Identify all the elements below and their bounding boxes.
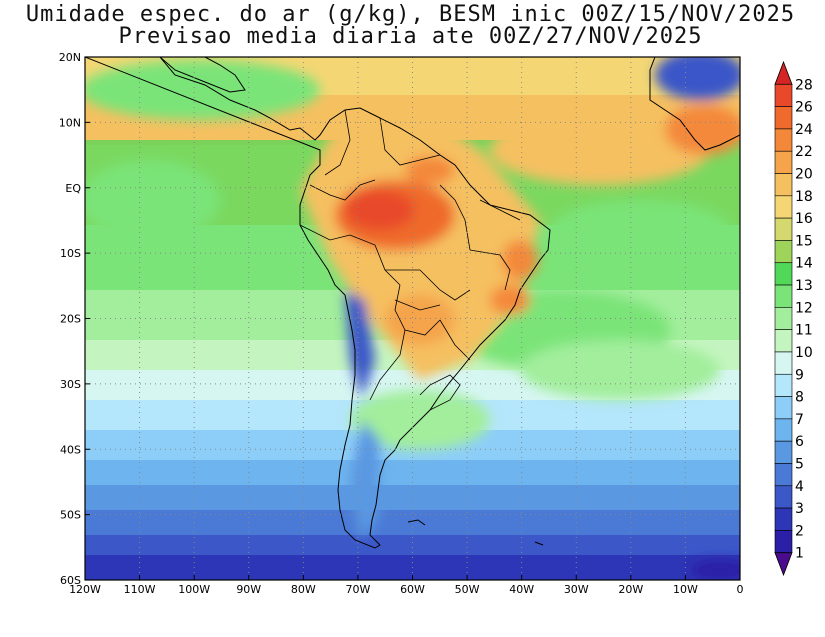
colorbar-label: 14 [795,256,813,272]
colorbar-swatch [774,351,793,375]
colorbar-swatch [774,284,793,308]
map-title-line1: Umidade espec. do ar (g/kg), BESM inic 0… [25,2,796,27]
colorbar-label: 4 [795,479,804,495]
x-axis: 120W 110W 100W 90W 80W 70W 60W 50W 40W 30W 20W 10W 0 [69,575,744,596]
colorbar-label: 6 [795,434,804,450]
colorbar-swatch [774,262,793,286]
colorbar-cap-bottom [774,552,793,577]
colorbar-label: 2 [795,523,804,539]
y-tick-label: 30S [60,378,81,391]
x-tick-label: 80W [291,583,316,596]
x-tick-label: 40W [509,583,534,596]
colorbar-swatch [774,173,793,197]
colorbar-swatch [774,150,793,174]
colorbar-label: 10 [795,345,813,361]
colorbar-label: 12 [795,300,813,316]
colorbar-label: 28 [795,77,813,93]
colorbar-label: 24 [795,122,813,138]
y-tick-label: 10N [59,116,81,129]
colorbar-swatch [774,307,793,330]
y-tick-label: 40S [60,443,81,456]
colorbar-label: 5 [795,456,804,472]
humidity-field [85,57,740,580]
colorbar-label: 18 [795,189,813,205]
colorbar-swatch [774,530,793,553]
colorbar-swatch [774,217,793,241]
colorbar-label: 3 [795,501,804,517]
x-tick-label: 50W [455,583,480,596]
x-tick-label: 100W [178,583,210,596]
colorbar-label: 1 [795,546,804,562]
colorbar-swatch [774,418,793,442]
colorbar-swatch [774,195,793,219]
x-tick-label: 20W [618,583,643,596]
colorbar-swatch [774,373,793,397]
colorbar-label: 22 [795,144,813,160]
y-tick-label: 50S [60,509,81,522]
colorbar-swatch [774,507,793,531]
colorbar-label: 8 [795,390,804,406]
colorbar-swatch [774,106,793,130]
y-tick-label: EQ [65,182,81,195]
colorbar-cap-top [774,60,793,85]
colorbar-swatch [774,485,793,509]
colorbar-swatch [774,240,793,264]
colorbar-label: 13 [795,278,813,294]
colorbar-label: 9 [795,367,804,383]
colorbar-label: 15 [795,233,813,249]
x-tick-label: 10W [673,583,698,596]
colorbar-label: 26 [795,100,813,116]
colorbar-swatch [774,396,793,420]
colorbar-swatch [774,463,793,487]
colorbar-swatch [774,84,793,107]
x-tick-label: 0 [737,583,744,596]
colorbar-label: 16 [795,211,813,227]
colorbar-swatch [774,128,793,152]
map-title-line2: Previsao media diaria ate 00Z/27/NOV/202… [118,24,703,49]
x-tick-label: 90W [236,583,261,596]
y-tick-label: 20S [60,313,81,326]
y-tick-label: 10S [60,247,81,260]
y-axis: 20N 10N EQ 10S 20S 30S 40S 50S 60S [59,51,90,587]
y-tick-label: 20N [59,51,81,64]
y-tick-label: 60S [60,574,81,587]
x-tick-label: 70W [345,583,370,596]
colorbar-label: 20 [795,167,813,183]
x-tick-label: 30W [564,583,589,596]
x-tick-label: 110W [124,583,156,596]
x-tick-label: 60W [400,583,425,596]
country-borders [299,109,521,411]
colorbar-label: 11 [795,323,813,339]
x-tick-label: 120W [69,583,101,596]
colorbar-swatch [774,329,793,353]
colorbar-label: 7 [795,412,804,428]
map-grid [85,57,740,580]
colorbar-swatch [774,440,793,464]
